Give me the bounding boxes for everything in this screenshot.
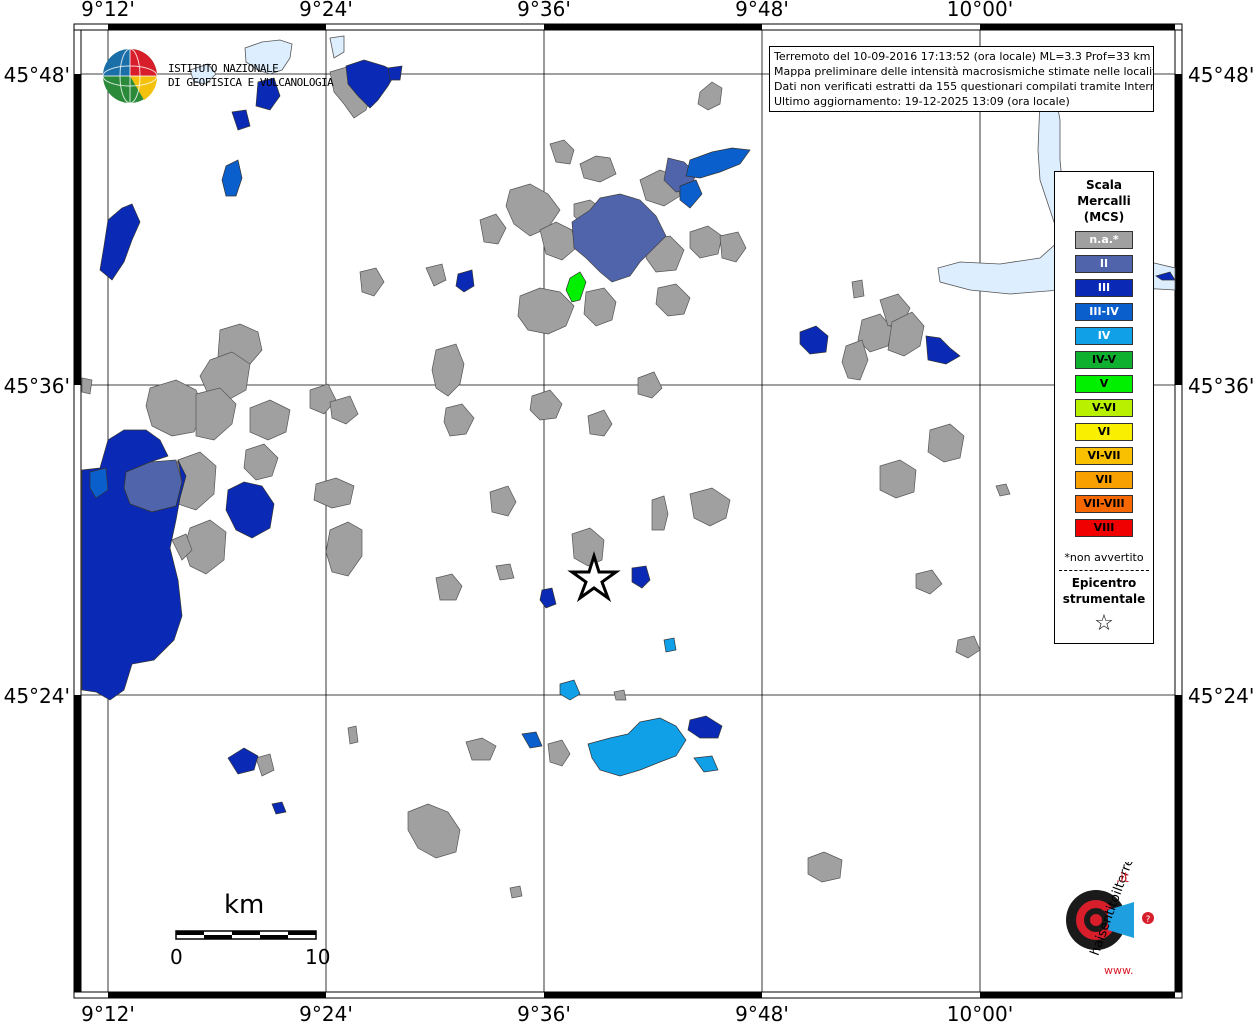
legend-star-icon: ☆ [1094,611,1114,636]
scale-bar [175,930,317,940]
towns-v [565,271,587,303]
legend-epicenter-title: Epicentro strumentale [1055,575,1153,607]
legend-class-7: V-VI [1075,399,1133,417]
lon-label-top-1: 9°12' [81,0,135,21]
lon-label-top-5: 10°00' [947,0,1013,21]
towns-iii [81,59,1176,815]
event-info-line1: Terremoto del 10-09-2016 17:13:52 (ora l… [774,50,1151,63]
lon-label-bottom-1: 9°12' [81,1002,135,1024]
lon-label-top-2: 9°24' [299,0,353,21]
legend-epicenter-line2: strumentale [1062,592,1146,606]
map-frame [73,23,1183,999]
lon-label-bottom-2: 9°24' [299,1002,353,1024]
ingv-name-line1: ISTITUTO NAZIONALE [168,62,279,75]
legend-title: Scala Mercalli (MCS) [1055,177,1153,225]
legend-class-6: V [1075,375,1133,393]
lat-label-right-1: 45°48' [1188,63,1254,87]
lon-label-top-3: 9°36' [517,0,571,21]
scale-max: 10 [305,945,331,969]
legend-note: *non avvertito [1064,551,1144,564]
lake-small [189,63,217,85]
lat-label-left-2: 45°36' [4,374,70,398]
lat-label-right-2: 45°36' [1188,374,1254,398]
legend-title-line1: Scala [1085,178,1123,192]
ingv-logo [102,48,158,104]
lat-label-right-3: 45°24' [1188,684,1254,708]
ingv-name: ISTITUTO NAZIONALE DI GEOFISICA E VULCAN… [168,62,334,90]
legend-class-8: VI [1075,423,1133,441]
legend-classes: n.a.* II III III-IV IV IV-V V V-VI VI VI-VII VII VI… [1055,231,1153,537]
lon-label-bottom-4: 9°48' [735,1002,789,1024]
towns-iv [559,637,719,777]
legend-class-0: n.a.* [1075,231,1133,249]
legend-class-4: IV [1075,327,1133,345]
event-info-line4: Ultimo aggiornamento: 19-12-2025 13:09 (… [774,95,1070,108]
svg-text:?: ? [1146,915,1151,925]
legend-epicenter-line1: Epicentro [1071,576,1137,590]
lat-label-left-3: 45°24' [4,684,70,708]
scale-min: 0 [170,945,183,969]
lon-label-bottom-3: 9°36' [517,1002,571,1024]
towns-na [81,65,1011,899]
legend-class-5: IV-V [1075,351,1133,369]
event-info-line3: Dati non verificati estratti da 155 ques… [774,80,1154,93]
lake-tiny [329,35,345,59]
haisentito-logo: ? haisentitoilterremoto .it www. [1066,862,1154,977]
legend-class-9: VI-VII [1075,447,1133,465]
event-info-line2: Mappa preliminare delle intensità macros… [774,65,1154,78]
lat-label-left-1: 45°48' [4,63,70,87]
legend-class-3: III-IV [1075,303,1133,321]
legend-class-11: VII-VIII [1075,495,1133,513]
legend-title-line2: Mercalli [1077,194,1131,208]
epicenter-star [567,550,621,603]
mcs-legend: Scala Mercalli (MCS) n.a.* II III III-IV IV I… [1054,171,1154,644]
logo-text-www: www. [1104,964,1133,977]
legend-class-10: VII [1075,471,1133,489]
event-info-box: Terremoto del 10-09-2016 17:13:52 (ora l… [769,46,1154,112]
legend-title-line3: (MCS) [1083,210,1125,224]
lon-label-bottom-5: 10°00' [947,1002,1013,1024]
legend-separator [1059,570,1149,571]
legend-class-12: VIII [1075,519,1133,537]
legend-class-1: II [1075,255,1133,273]
lon-label-top-4: 9°48' [735,0,789,21]
logo-text-tld: .it [1116,871,1129,886]
ingv-name-line2: DI GEOFISICA E VULCANOLOGIA [168,76,334,89]
legend-class-2: III [1075,279,1133,297]
towns-iii-iv [89,147,751,749]
lake-north [244,39,293,75]
scale-unit: km [224,890,265,920]
